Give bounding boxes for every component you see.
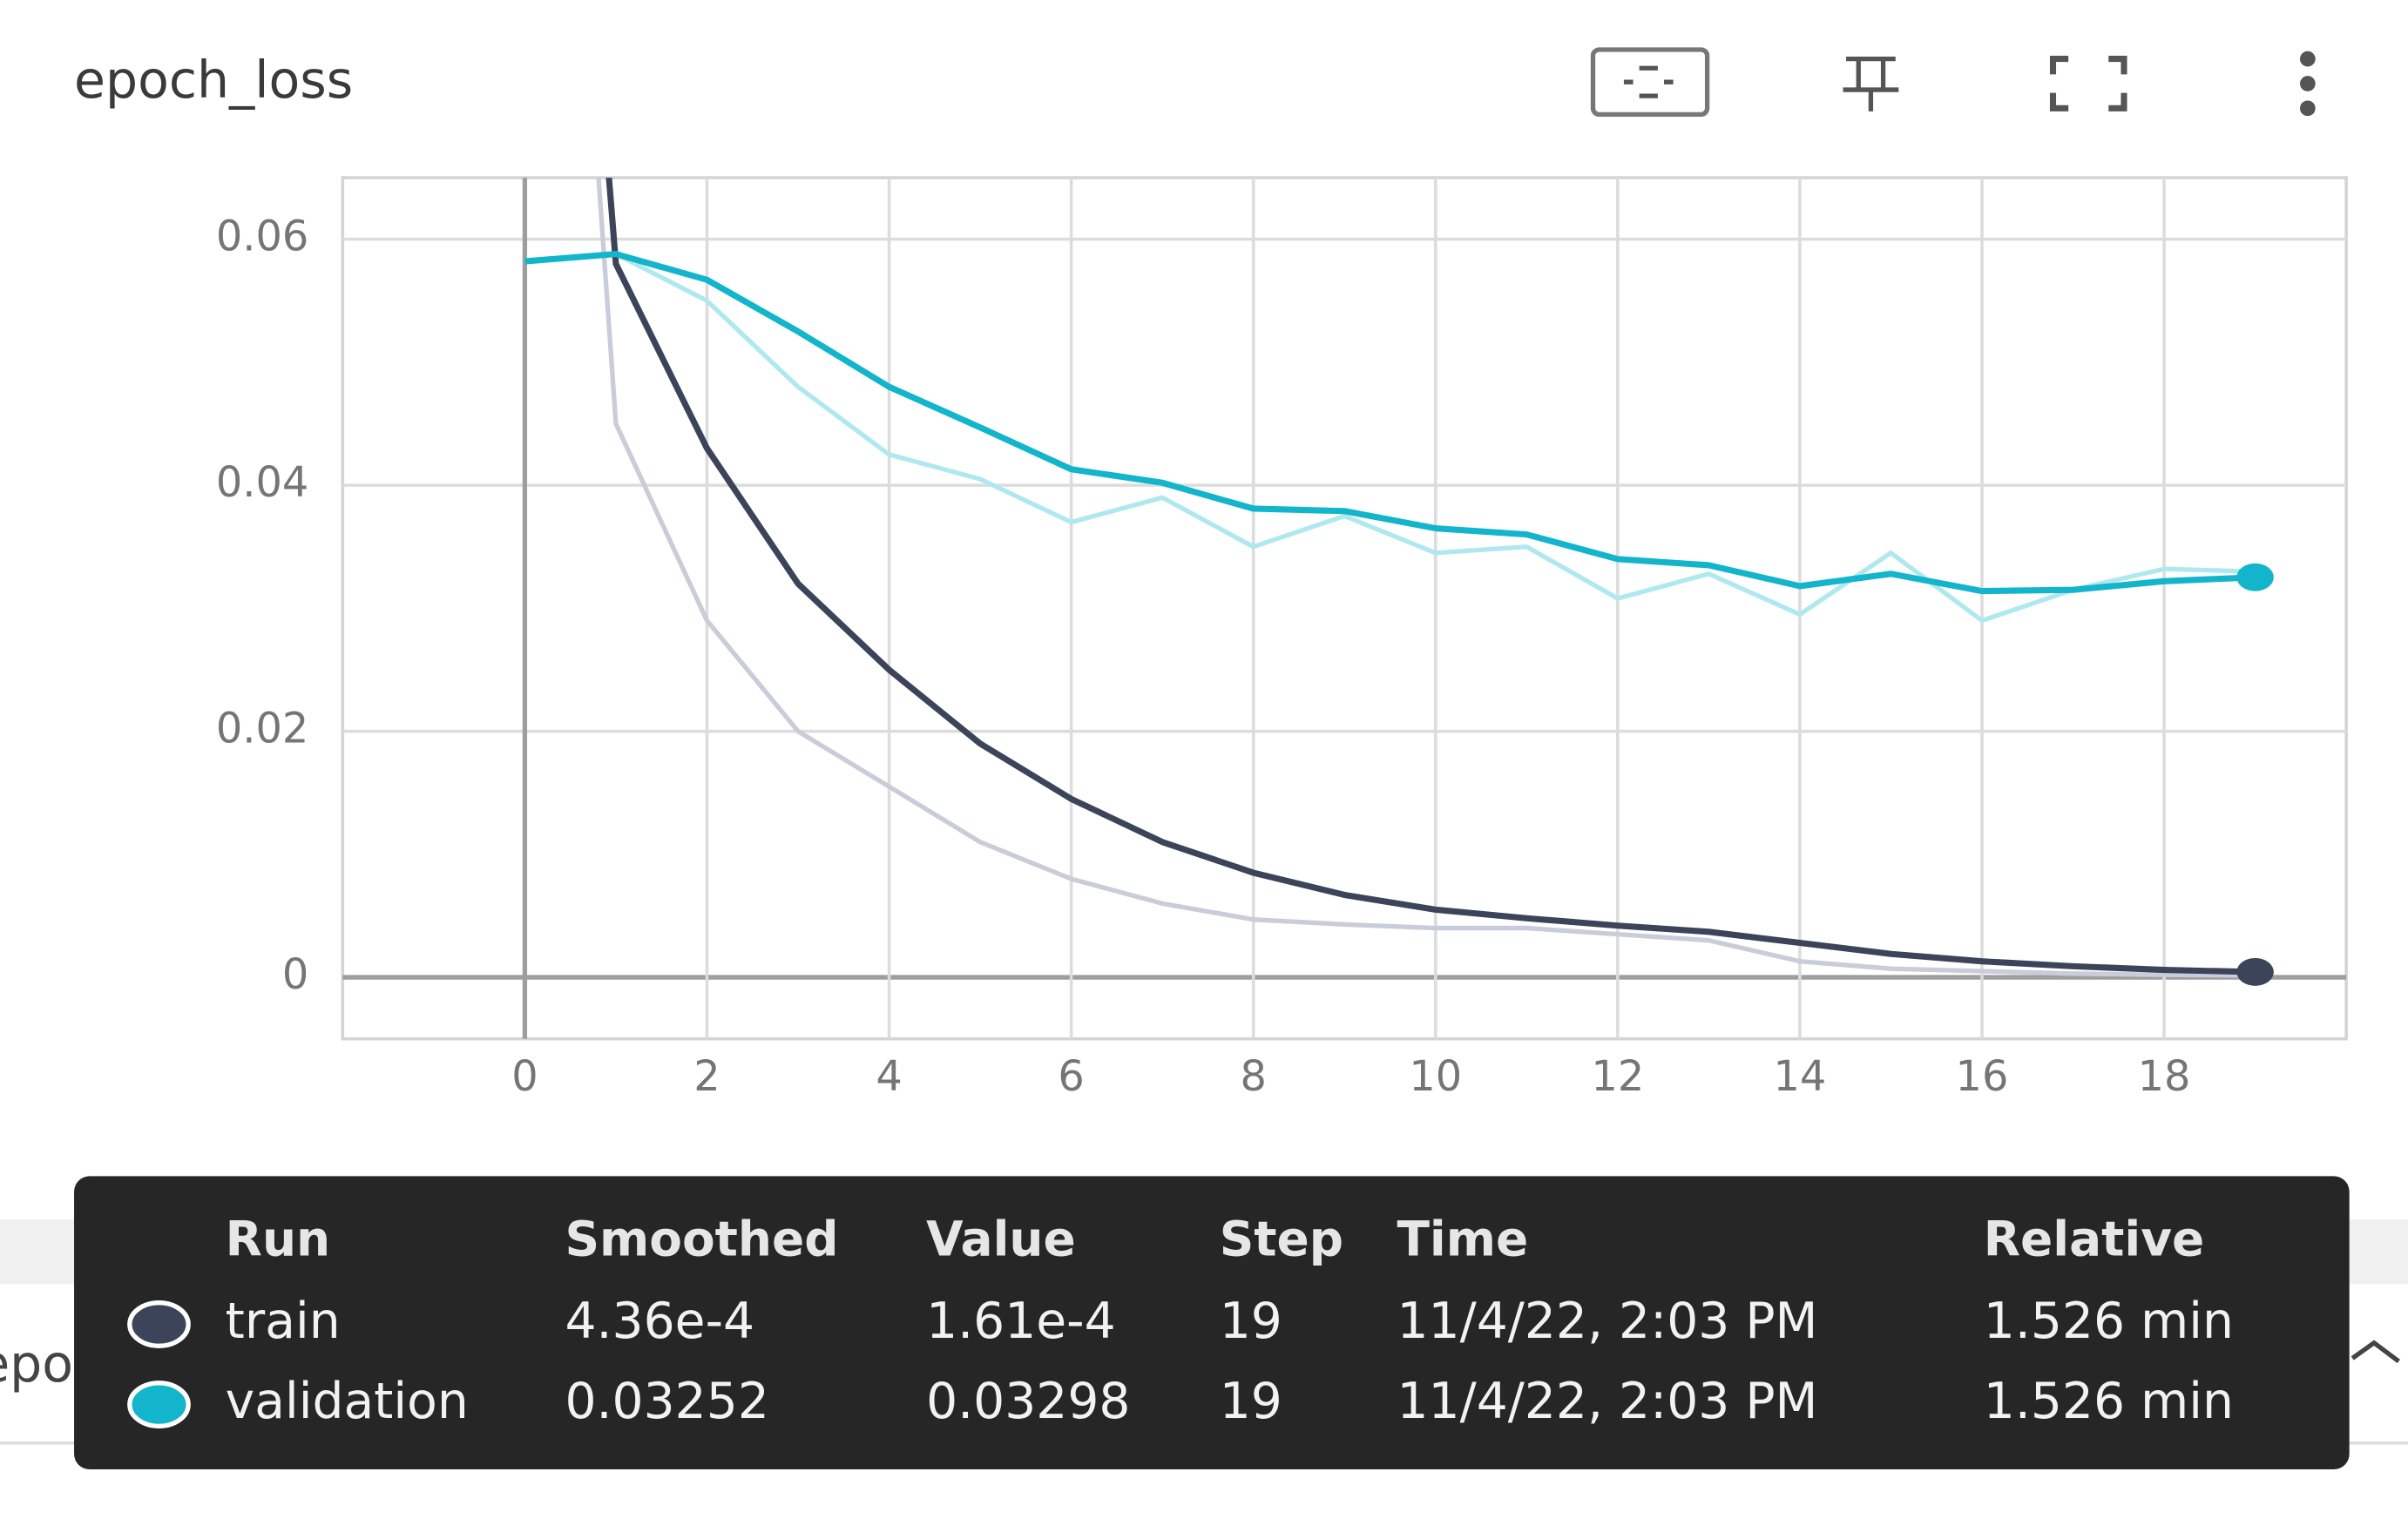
x-tick-label: 4 xyxy=(876,1053,902,1101)
x-tick-label: 14 xyxy=(1773,1053,1826,1101)
tooltip xyxy=(74,1176,2350,1470)
smoothed-line xyxy=(524,251,2256,595)
raw-line xyxy=(524,251,2256,624)
more-button[interactable] xyxy=(2299,51,2316,117)
plot: 0 0.02 0.04 0.06 0 2 4 6 8 10 12 14 16 18 xyxy=(216,176,2348,1101)
tooltip-cell: 1.526 min xyxy=(1984,1293,2234,1350)
card-title: epoch_loss xyxy=(74,51,353,110)
tooltip-table: Run Smoothed Value Step Time Relative train 4.3… xyxy=(127,1212,2234,1430)
x-tick-label: 16 xyxy=(1956,1053,2009,1101)
tooltip-header: Value xyxy=(926,1212,1076,1267)
tooltip-run: train xyxy=(226,1293,341,1350)
y-tick-label: 0.06 xyxy=(216,213,309,261)
x-tick-label: 18 xyxy=(2138,1053,2191,1101)
pin-button[interactable] xyxy=(1843,56,1899,111)
x-tick-label: 6 xyxy=(1058,1053,1084,1101)
toolbar xyxy=(1590,47,2316,118)
tooltip-header: Smoothed xyxy=(565,1212,838,1267)
tooltip-header: Step xyxy=(1220,1212,1343,1267)
tooltip-cell: 0.03252 xyxy=(565,1373,768,1430)
tooltip-header: Run xyxy=(226,1212,330,1267)
x-tick-label: 10 xyxy=(1409,1053,1462,1101)
hidden-card-icon xyxy=(2351,1340,2400,1364)
tooltip-cell: 19 xyxy=(1220,1373,1282,1430)
tooltip-cell: 1.526 min xyxy=(1984,1373,2234,1430)
x-tick-label: 0 xyxy=(511,1053,538,1101)
tooltip-header: Relative xyxy=(1984,1212,2205,1267)
raw-line xyxy=(596,178,2256,978)
end-point xyxy=(2236,563,2274,591)
tooltip-run: validation xyxy=(226,1373,469,1430)
series-area xyxy=(524,178,2256,978)
y-tick-label: 0 xyxy=(282,951,308,999)
smoothed-line xyxy=(605,178,2256,976)
tooltip-cell: 0.03298 xyxy=(926,1373,1130,1430)
tooltip-header: Time xyxy=(1397,1212,1528,1267)
tooltip-cell: 11/4/22, 2:03 PM xyxy=(1397,1293,1817,1350)
y-tick-label: 0.04 xyxy=(216,459,309,507)
run-swatch xyxy=(127,1381,191,1429)
fit-domain-button[interactable] xyxy=(1590,47,1710,118)
tooltip-cell: 19 xyxy=(1220,1293,1282,1350)
fullscreen-button[interactable] xyxy=(2049,56,2127,111)
x-tick-label: 8 xyxy=(1240,1053,1266,1101)
tooltip-cell: 11/4/22, 2:03 PM xyxy=(1397,1373,1817,1430)
tooltip-cell: 4.36e-4 xyxy=(565,1293,754,1350)
x-tick-label: 2 xyxy=(693,1053,720,1101)
y-tick-label: 0.02 xyxy=(216,705,309,753)
x-tick-label: 12 xyxy=(1591,1053,1644,1101)
run-swatch xyxy=(127,1300,191,1348)
end-point xyxy=(2236,957,2274,986)
plot-frame xyxy=(341,176,2348,1041)
tooltip-cell: 1.61e-4 xyxy=(926,1293,1116,1350)
